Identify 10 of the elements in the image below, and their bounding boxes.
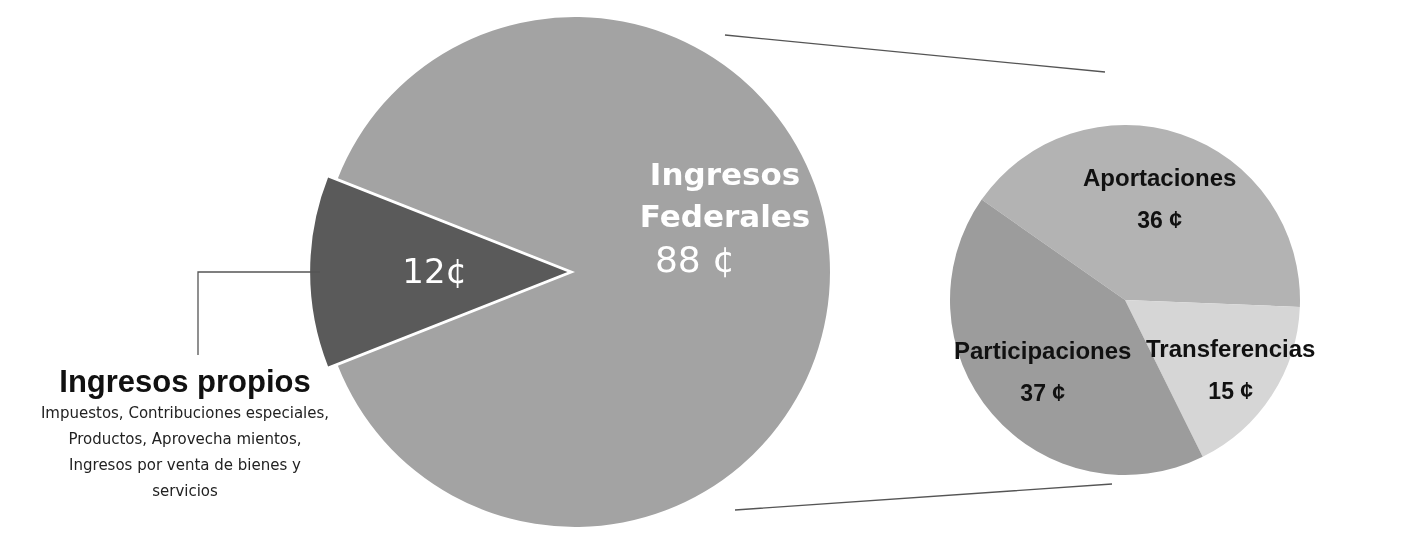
data-label: 12¢	[402, 250, 468, 291]
data-label: 88 ¢	[654, 239, 736, 281]
slice-label: Aportaciones	[1082, 163, 1237, 191]
data-label: 36 ¢	[1137, 206, 1183, 233]
slice-label: Ingresos propios	[59, 363, 311, 399]
data-label: 15 ¢	[1208, 377, 1254, 404]
slice-label: Ingresos Federales	[639, 156, 811, 235]
data-label: 37 ¢	[1020, 380, 1066, 407]
slice-label: Transferencias	[1146, 335, 1316, 363]
text: Impuestos, Contribuciones especiales, Productos, Aprovecha mientos, Ingresos por venta de bienes y servicios	[40, 403, 330, 500]
